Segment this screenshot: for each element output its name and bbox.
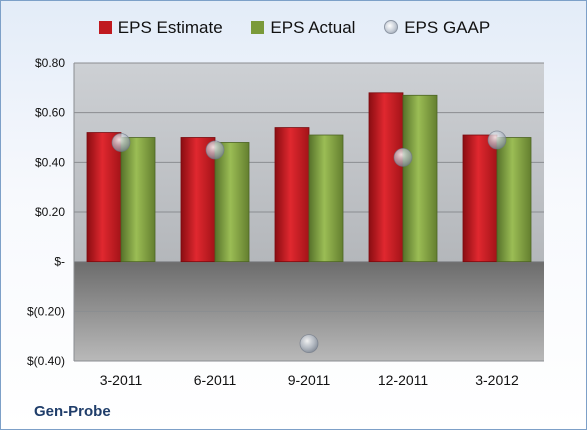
x-tick-label: 9-2011 [288, 372, 331, 388]
legend-swatch-actual [251, 20, 265, 34]
bar-eps-actual [214, 142, 250, 263]
bar-eps-estimate [86, 132, 122, 263]
marker-eps-gaap [393, 147, 413, 167]
y-tick-label: $(0.40) [27, 354, 65, 368]
legend-item-gaap: EPS GAAP [384, 18, 490, 38]
legend-label-gaap: EPS GAAP [404, 17, 491, 37]
legend-item-actual: EPS Actual [251, 18, 355, 38]
legend-label-actual: EPS Actual [270, 17, 356, 37]
y-tick-label: $- [54, 255, 65, 269]
legend-label-estimate: EPS Estimate [117, 17, 223, 37]
legend-marker-gaap [384, 19, 399, 34]
bar-eps-actual [308, 134, 344, 263]
bar-eps-actual [496, 137, 532, 263]
y-tick-label: $0.60 [35, 106, 65, 120]
legend-swatch-estimate [98, 20, 112, 34]
bar-eps-estimate [462, 134, 498, 263]
x-tick-label: 6-2011 [194, 372, 237, 388]
bar-eps-estimate [368, 92, 404, 263]
bar-eps-estimate [274, 127, 310, 263]
marker-eps-gaap [487, 130, 507, 150]
x-tick-label: 3-2011 [100, 372, 143, 388]
company-name: Gen-Probe [34, 403, 111, 420]
marker-eps-gaap [299, 334, 319, 354]
y-tick-label: $(0.20) [27, 304, 65, 318]
bar-eps-actual [402, 94, 438, 263]
y-tick-label: $0.80 [35, 56, 65, 70]
legend-item-estimate: EPS Estimate [98, 17, 223, 38]
y-tick-label: $0.40 [35, 155, 65, 169]
legend: EPS Estimate EPS Actual EPS GAAP [1, 17, 587, 38]
y-tick-label: $0.20 [35, 205, 65, 219]
bar-eps-actual [120, 137, 156, 263]
x-tick-label: 3-2012 [475, 372, 519, 388]
marker-eps-gaap [205, 140, 225, 160]
marker-eps-gaap [111, 133, 131, 152]
x-tick-label: 12-2011 [378, 372, 429, 388]
